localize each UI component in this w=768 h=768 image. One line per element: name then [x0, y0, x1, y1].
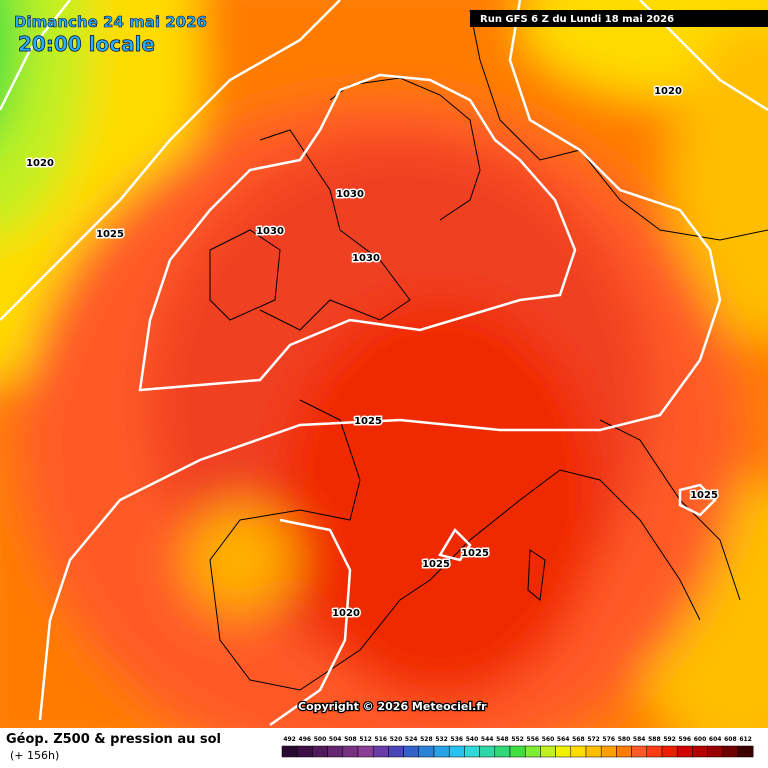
isobar-label: 1030	[352, 253, 380, 264]
scale-swatch	[372, 745, 389, 758]
map: 1020 1025 1030 1030 1030 1025 1025 1025 1025 1020…	[0, 0, 768, 728]
isobar-label: 1025	[690, 490, 718, 501]
scale-label: 540	[466, 736, 479, 743]
scale-swatch	[494, 745, 511, 758]
scale-swatch	[281, 745, 298, 758]
scale-label: 572	[587, 736, 600, 743]
forecast-time: 20:00 locale	[18, 32, 155, 56]
run-info: Run GFS 6 Z du Lundi 18 mai 2026	[480, 14, 674, 25]
scale-label: 532	[435, 736, 448, 743]
scale-label: 528	[420, 736, 433, 743]
scale-swatch	[722, 745, 739, 758]
scale-label: 608	[724, 736, 737, 743]
scale-label: 596	[679, 736, 692, 743]
scale-swatch	[676, 745, 693, 758]
scale-label: 592	[663, 736, 676, 743]
isobar-labels: 1020 1025 1030 1030 1030 1025 1025 1025 1025 1020…	[25, 85, 720, 621]
scale-swatch	[737, 745, 754, 758]
scale-label: 560	[542, 736, 555, 743]
scale-label: 612	[739, 736, 752, 743]
isobar-label: 1025	[354, 416, 382, 427]
scale-label: 556	[527, 736, 540, 743]
isobar-label: 1030	[336, 189, 364, 200]
scale-label: 536	[451, 736, 464, 743]
scale-label: 552	[511, 736, 524, 743]
footer-title: Géop. Z500 & pression au sol	[6, 732, 221, 747]
isobar-label: 1025	[461, 548, 489, 559]
scale-label: 576	[603, 736, 616, 743]
scale-swatch	[600, 745, 617, 758]
scale-label: 524	[405, 736, 418, 743]
isobars	[0, 0, 768, 725]
scale-swatch	[448, 745, 465, 758]
scale-label: 492	[283, 736, 296, 743]
isobar-label: 1020	[332, 608, 360, 619]
scale-label: 544	[481, 736, 494, 743]
scale-swatch	[357, 745, 374, 758]
copyright: Copyright © 2026 Meteociel.fr	[298, 700, 487, 713]
scale-label: 504	[329, 736, 342, 743]
scale-swatch	[631, 745, 648, 758]
scale-swatch	[312, 745, 328, 758]
scale-label: 564	[557, 736, 570, 743]
scale-swatch	[388, 745, 404, 758]
scale-label: 512	[359, 736, 372, 743]
scale-swatch	[433, 745, 450, 758]
scale-swatch	[555, 745, 572, 758]
scale-label: 588	[648, 736, 661, 743]
scale-swatch	[418, 745, 435, 758]
scale-swatch	[327, 745, 344, 758]
scale-swatch	[296, 745, 313, 758]
forecast-date: Dimanche 24 mai 2026	[14, 13, 207, 31]
scale-swatch	[646, 745, 663, 758]
scale-swatch	[692, 745, 708, 758]
scale-swatch	[479, 745, 496, 758]
scale-label: 604	[709, 736, 722, 743]
scale-swatch	[585, 745, 602, 758]
scale-label: 508	[344, 736, 357, 743]
scale-swatch	[540, 745, 556, 758]
footer-lead: (+ 156h)	[10, 749, 59, 762]
scale-label: 600	[694, 736, 707, 743]
scale-label: 568	[572, 736, 585, 743]
footer: Géop. Z500 & pression au sol (+ 156h) 49…	[0, 728, 768, 768]
scale-label: 520	[390, 736, 403, 743]
scale-swatch	[509, 745, 526, 758]
isobar-label: 1020	[26, 158, 54, 169]
isobar-label: 1020	[654, 86, 682, 97]
isobar-label: 1025	[422, 559, 450, 570]
scale-swatch	[616, 745, 632, 758]
color-scale: 492 496 500 504 508 512 516 520 524 528 532 536 540 5…	[281, 736, 754, 758]
scale-swatch	[661, 745, 678, 758]
scale-swatch	[707, 745, 724, 758]
geopotential-field	[0, 0, 768, 728]
scale-label: 496	[299, 736, 312, 743]
scale-swatch	[570, 745, 587, 758]
scale-swatch	[464, 745, 480, 758]
scale-label: 584	[633, 736, 646, 743]
scale-label: 548	[496, 736, 509, 743]
scale-swatch	[524, 745, 541, 758]
isobar-label: 1025	[96, 229, 124, 240]
scale-swatch	[403, 745, 420, 758]
scale-label: 516	[375, 736, 388, 743]
coastlines	[209, 9, 768, 691]
isobar-label: 1030	[256, 226, 284, 237]
scale-label: 500	[314, 736, 327, 743]
run-box	[470, 10, 768, 27]
scale-swatch	[342, 745, 359, 758]
scale-label: 580	[618, 736, 631, 743]
